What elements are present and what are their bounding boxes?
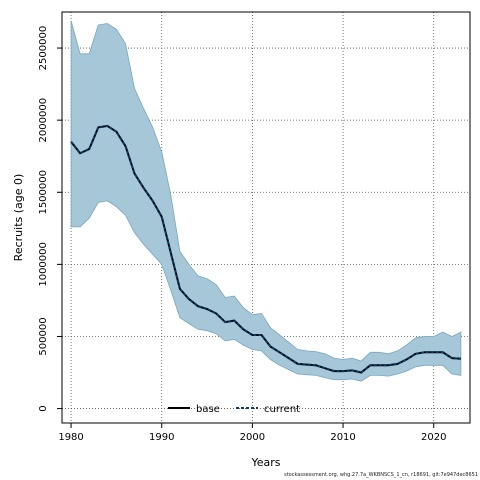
x-tick-label: 1980	[58, 432, 83, 443]
footer-caption: stockassessment.org, whg.27.7a_WKBNSCS_1…	[284, 472, 478, 478]
y-tick-label: 1000000	[38, 242, 49, 287]
x-tick-label: 2010	[330, 432, 355, 443]
y-tick-label: 2500000	[38, 26, 49, 71]
axes: 1980 1990 2000 2010 2020 0 500000 1000000 150000…	[38, 26, 446, 443]
legend-label-base: base	[196, 404, 220, 415]
y-tick-label: 1500000	[38, 170, 49, 215]
y-axis-title: Recruits (age 0)	[12, 174, 25, 262]
x-tick-label: 1990	[149, 432, 174, 443]
legend: base current	[168, 404, 300, 415]
series-line-current	[70, 124, 461, 374]
plot-frame	[61, 11, 471, 424]
x-tick-label: 2020	[421, 432, 446, 443]
legend-label-current: current	[264, 404, 300, 415]
uncertainty-band	[70, 20, 462, 382]
x-axis-title: Years	[250, 456, 280, 469]
y-tick-label: 500000	[38, 317, 49, 355]
x-tick-label: 2000	[240, 432, 265, 443]
y-tick-label: 2000000	[38, 98, 49, 143]
y-tick-label: 0	[38, 405, 49, 411]
